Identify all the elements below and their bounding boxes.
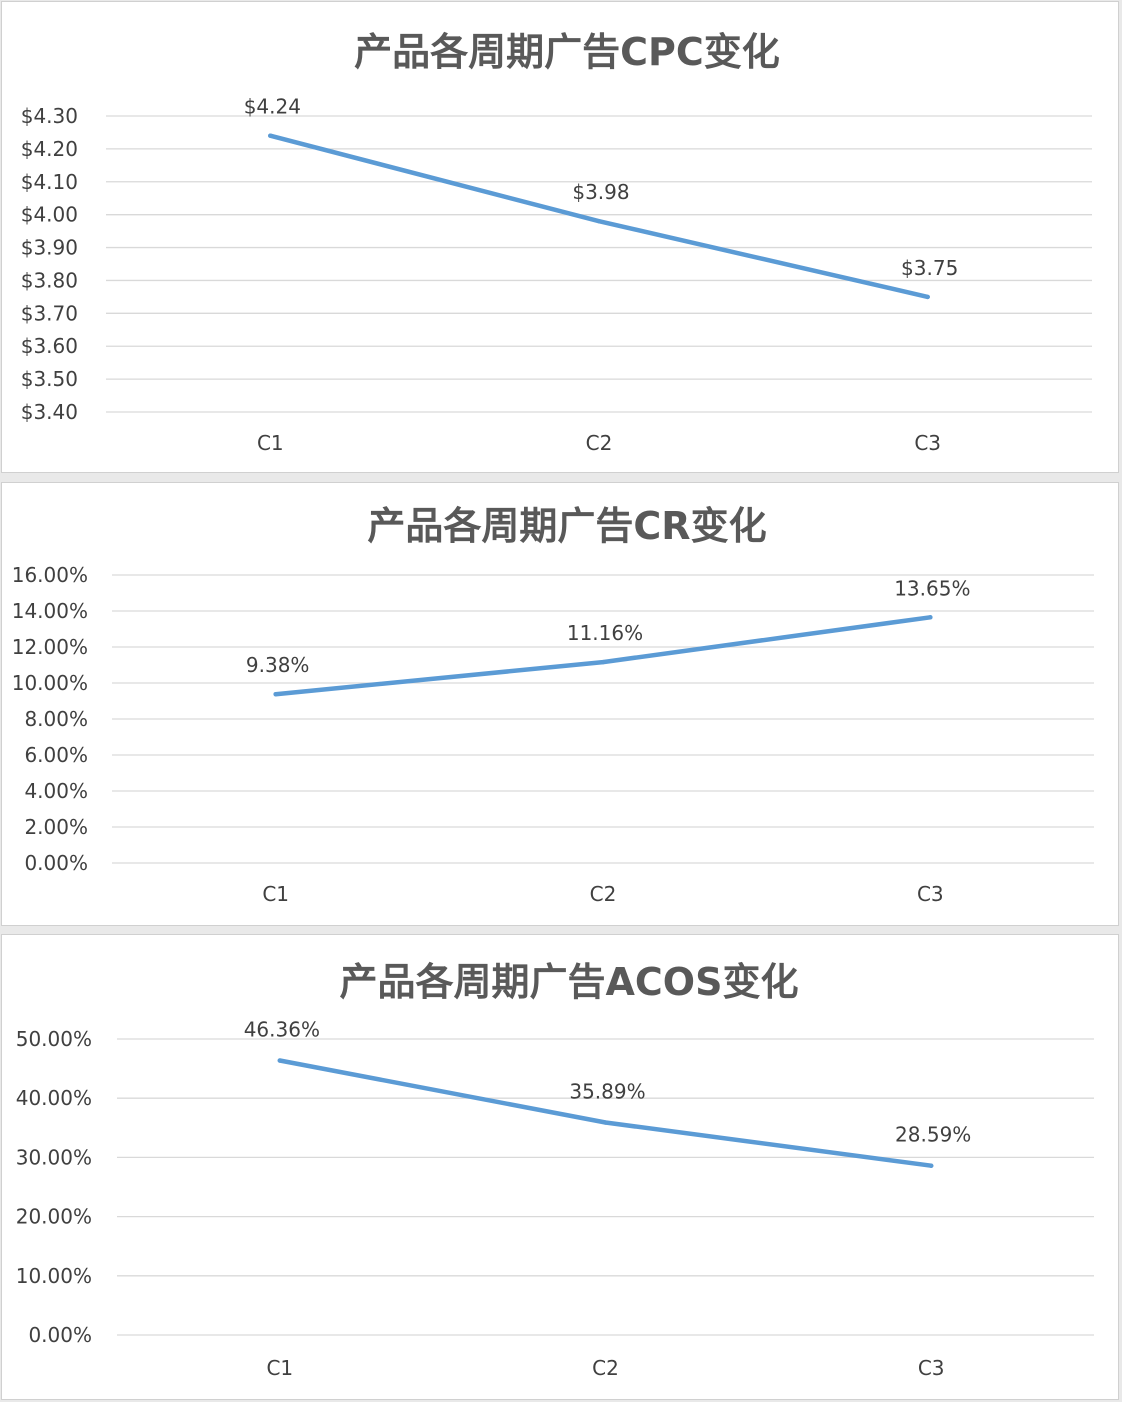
data-point [273,691,278,697]
y-tick-label: $3.50 [21,367,78,391]
x-tick-label: C1 [262,882,289,906]
data-label: 28.59% [895,1123,971,1147]
cr-chart: 产品各周期广告CR变化 0.00% 2.00% 4.00% 6.00% 8.00% 10.… [12,504,1094,906]
y-tick-label: 4.00% [24,779,88,803]
data-label: 13.65% [894,576,970,600]
y-tick-label: 10.00% [16,1264,92,1288]
y-tick-label: 40.00% [16,1086,92,1110]
y-tick-label: $3.40 [21,400,78,424]
x-tick-label: C3 [917,882,944,906]
data-label: 11.16% [567,621,643,645]
x-tick-label: C3 [914,431,941,455]
y-tick-label: 8.00% [24,707,88,731]
y-tick-label: 14.00% [12,599,88,623]
data-label: 9.38% [246,653,310,677]
y-tick-label: $4.00 [21,203,78,227]
data-label: 35.89% [569,1080,645,1104]
y-tick-label: 2.00% [24,815,88,839]
y-tick-label: 0.00% [24,851,88,875]
y-tick-label: 16.00% [12,563,88,587]
y-tick-label: $4.20 [21,137,78,161]
data-label: $4.24 [244,95,301,119]
series-line [277,1058,934,1168]
chart-title: 产品各周期广告ACOS变化 [340,960,799,1004]
data-point [928,615,933,620]
data-point [277,1058,283,1063]
x-tick-label: C2 [592,1356,619,1380]
y-tick-label: $4.30 [21,104,78,128]
data-point [596,219,602,224]
y-tick-label: 12.00% [12,635,88,659]
cpc-chart: 产品各周期广告CPC变化 $3.40 $3.50 $3.60 $3.70 $3.80 $3… [21,30,1092,455]
y-tick-label: 50.00% [16,1027,92,1051]
y-tick-label: $3.80 [21,268,78,292]
chart-title: 产品各周期广告CR变化 [367,504,766,548]
data-label: 46.36% [244,1018,320,1042]
data-label: $3.98 [572,180,629,204]
y-tick-label: $3.70 [21,301,78,325]
cpc-chart-panel: 产品各周期广告CPC变化 $3.40 $3.50 $3.60 $3.70 $3.80 $3… [1,1,1119,473]
y-tick-label: 30.00% [16,1145,92,1169]
series-line [268,133,930,300]
x-tick-label: C1 [266,1356,293,1380]
y-tick-label: 0.00% [28,1323,92,1347]
x-tick-label: C2 [590,882,617,906]
acos-chart-panel: 产品各周期广告ACOS变化 0.00% 10.00% 20.00% 30.00% 40.… [1,934,1119,1400]
y-tick-label: 20.00% [16,1205,92,1229]
data-point [600,659,606,665]
data-point [268,133,273,138]
y-tick-label: 6.00% [24,743,88,767]
data-point [603,1120,608,1125]
y-tick-label: $3.90 [21,236,78,260]
y-tick-label: $3.60 [21,334,78,358]
data-point [925,294,930,300]
acos-chart: 产品各周期广告ACOS变化 0.00% 10.00% 20.00% 30.00% 40.… [16,960,1094,1380]
chart-title: 产品各周期广告CPC变化 [354,30,780,74]
y-tick-label: 10.00% [12,671,88,695]
y-tick-label: $4.10 [21,170,78,194]
x-tick-label: C3 [918,1356,945,1380]
x-tick-label: C2 [586,431,613,455]
data-label: $3.75 [901,256,958,280]
data-point [928,1163,934,1168]
x-tick-label: C1 [257,431,284,455]
cr-chart-panel: 产品各周期广告CR变化 0.00% 2.00% 4.00% 6.00% 8.00% 10.… [1,482,1119,926]
